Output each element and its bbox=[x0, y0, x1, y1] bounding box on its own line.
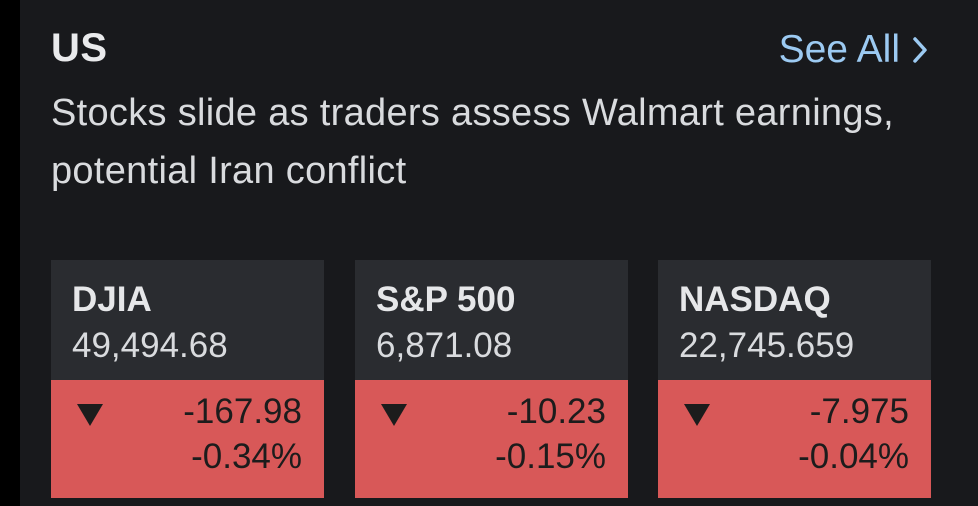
index-name: S&P 500 bbox=[376, 280, 516, 319]
index-name: DJIA bbox=[72, 280, 152, 319]
chevron-right-icon bbox=[913, 37, 927, 63]
section-title: US bbox=[51, 26, 108, 70]
index-change-percent: -0.04% bbox=[798, 437, 909, 476]
index-price: 6,871.08 bbox=[376, 326, 513, 365]
index-change-box: -10.23 -0.15% bbox=[355, 380, 628, 498]
see-all-label: See All bbox=[778, 28, 900, 71]
down-triangle-icon bbox=[381, 404, 407, 426]
index-change-value: -10.23 bbox=[506, 392, 606, 431]
index-change-value: -167.98 bbox=[183, 392, 302, 431]
down-triangle-icon bbox=[684, 404, 710, 426]
down-triangle-icon bbox=[77, 404, 103, 426]
index-price: 49,494.68 bbox=[72, 326, 228, 365]
markets-card: US See All Stocks slide as traders asses… bbox=[20, 0, 978, 506]
index-change-value: -7.975 bbox=[809, 392, 909, 431]
index-change-percent: -0.34% bbox=[191, 437, 302, 476]
headline-link[interactable]: Stocks slide as traders assess Walmart e… bbox=[51, 92, 894, 192]
index-tile-sp500[interactable]: S&P 500 6,871.08 -10.23 -0.15% bbox=[355, 260, 628, 498]
see-all-link[interactable]: See All bbox=[779, 28, 928, 72]
index-name: NASDAQ bbox=[679, 280, 831, 319]
index-change-percent: -0.15% bbox=[495, 437, 606, 476]
index-tile-nasdaq[interactable]: NASDAQ 22,745.659 -7.975 -0.04% bbox=[658, 260, 931, 498]
index-price: 22,745.659 bbox=[679, 326, 855, 365]
index-tile-djia[interactable]: DJIA 49,494.68 -167.98 -0.34% bbox=[51, 260, 324, 498]
index-change-box: -7.975 -0.04% bbox=[658, 380, 931, 498]
index-change-box: -167.98 -0.34% bbox=[51, 380, 324, 498]
